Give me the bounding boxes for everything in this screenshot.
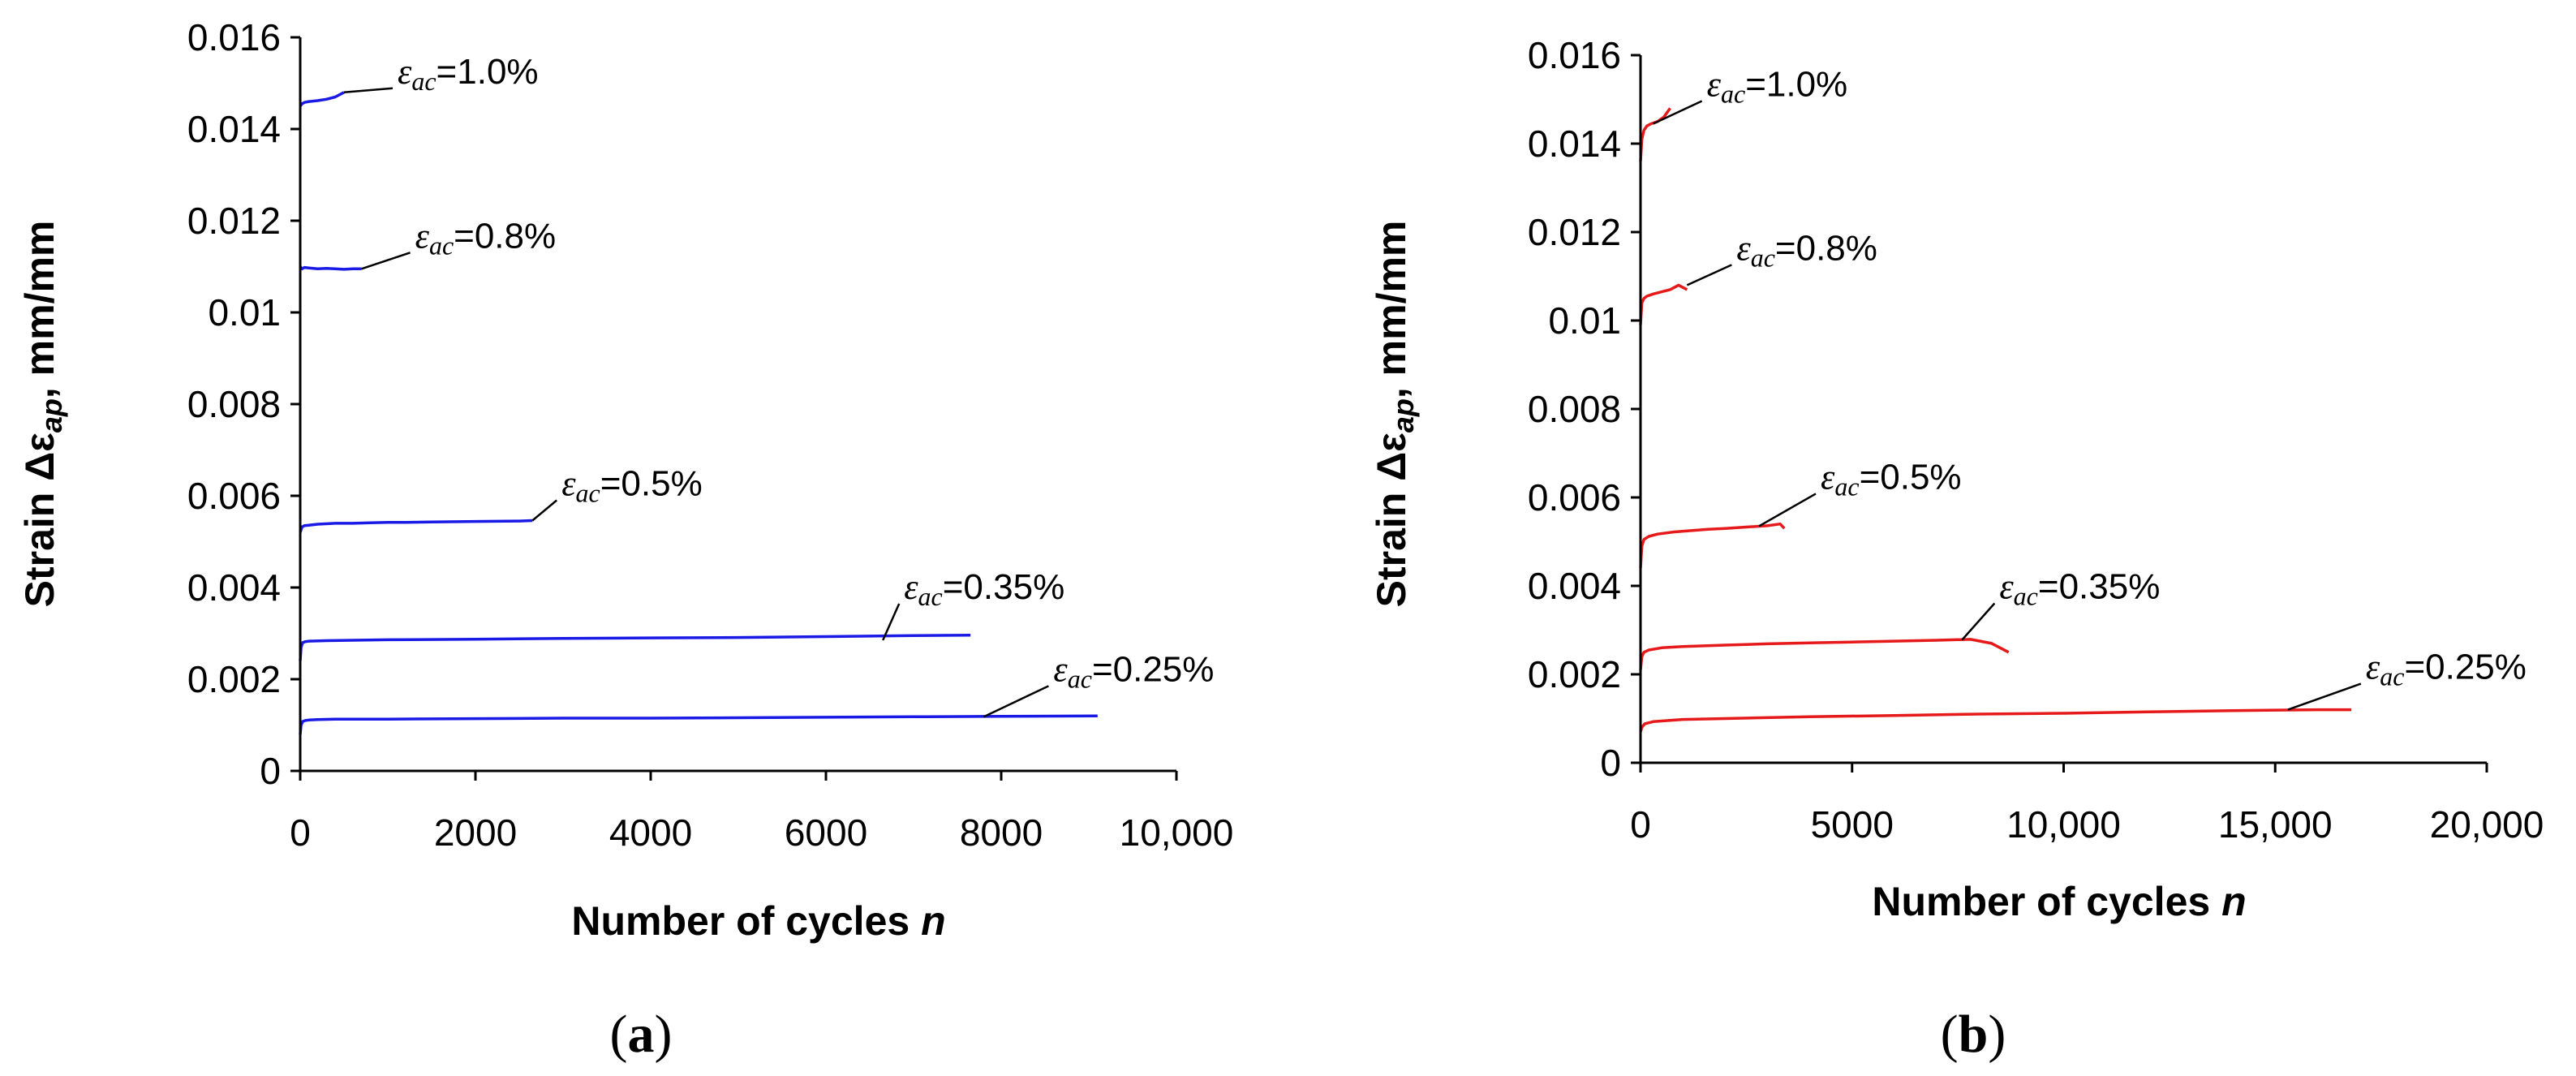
series-label: εac=0.5%	[561, 464, 703, 508]
annotation-leader-line	[1686, 264, 1732, 286]
series-label: εac=0.35%	[904, 567, 1064, 611]
panel-b-label: (b)	[1941, 1005, 2006, 1064]
y-tick-label: 0.008	[1528, 388, 1621, 430]
x-tick-label: 20,000	[2430, 803, 2544, 846]
series-line	[299, 91, 345, 107]
x-tick-label: 2000	[434, 811, 517, 854]
annotation-leader-line	[882, 603, 901, 641]
panel-a-annotations: εac=1.0% εac=0.8% εac=0.5% εac=0.35% εac=0.2…	[343, 52, 1214, 718]
series-line	[1639, 708, 2352, 733]
annotation-leader-line	[361, 252, 411, 270]
series-label: εac=0.35%	[1999, 566, 2160, 610]
series-line	[299, 519, 533, 533]
series-label: εac=0.8%	[415, 216, 557, 260]
series-line	[1639, 522, 1786, 569]
annotation-leader-line	[1961, 602, 1996, 641]
x-tick-label: 8000	[960, 811, 1043, 854]
y-tick-label: 0.016	[187, 16, 281, 58]
y-tick-label: 0.014	[1528, 123, 1621, 165]
y-tick-label: 0.012	[187, 200, 281, 242]
panel-a-label: (a)	[610, 1005, 673, 1064]
x-tick-label: 10,000	[1120, 811, 1234, 854]
y-tick-label: 0.006	[187, 475, 281, 517]
panel-b-y-axis-label: Strain Δεap, mm/mm	[1369, 221, 1420, 608]
x-tick-label: 0	[1630, 803, 1651, 846]
panel-a-x-axis-label: Number of cycles n	[571, 898, 945, 944]
series-label: εac=0.5%	[1821, 457, 1962, 501]
y-tick-label: 0.014	[187, 108, 281, 150]
panel-b-x-ticks: 0 5000 10,000 15,000 20,000	[1630, 763, 2544, 846]
series-label: εac=0.25%	[1053, 649, 1214, 693]
series-label: εac=1.0%	[398, 52, 539, 96]
annotation-leader-line	[1653, 100, 1703, 125]
series-line	[299, 265, 362, 271]
x-tick-label: 0	[290, 811, 311, 854]
series-label: εac=0.8%	[1736, 228, 1877, 272]
panel-a-y-axis-label: Strain Δεap, mm/mm	[17, 221, 68, 608]
series-label: εac=1.0%	[1707, 64, 1848, 108]
y-tick-label: 0.004	[1528, 565, 1621, 607]
y-tick-label: 0.012	[1528, 211, 1621, 253]
y-tick-label: 0.006	[1528, 476, 1621, 519]
series-line	[299, 714, 1098, 734]
x-tick-label: 5000	[1811, 803, 1894, 846]
panel-a-series-layer	[299, 91, 1098, 734]
panel-b-annotations: εac=1.0% εac=0.8% εac=0.5% εac=0.35% εac=0.2…	[1653, 64, 2527, 711]
panel-b-series-layer	[1639, 107, 2352, 733]
annotation-leader-line	[531, 499, 558, 522]
x-tick-label: 6000	[785, 811, 867, 854]
y-tick-label: 0.002	[187, 658, 281, 700]
y-tick-label: 0	[260, 750, 281, 792]
x-tick-label: 15,000	[2218, 803, 2333, 846]
series-line	[299, 634, 971, 661]
y-tick-label: 0.01	[208, 291, 281, 334]
annotation-leader-line	[343, 87, 393, 94]
x-tick-label: 10,000	[2006, 803, 2121, 846]
panel-b-y-ticks: 0 0.002 0.004 0.006 0.008 0.01 0.012 0.014 0.016	[1528, 34, 1641, 784]
series-label: εac=0.25%	[2366, 648, 2527, 691]
series-line	[1639, 638, 2010, 670]
panel-b-x-axis-label: Number of cycles n	[1872, 879, 2246, 924]
y-tick-label: 0	[1600, 742, 1621, 784]
y-tick-label: 0.01	[1548, 299, 1621, 342]
panel-a-x-ticks: 0 2000 4000 6000 8000 10,000	[290, 771, 1233, 854]
annotation-leader-line	[1758, 493, 1817, 527]
panel-a-chart: 0 0.002 0.004 0.006 0.008 0.01 0.012 0.014 0.016…	[17, 16, 1233, 1064]
y-tick-label: 0.008	[187, 383, 281, 425]
panel-b-chart: 0 0.002 0.004 0.006 0.008 0.01 0.012 0.014 0.016…	[1369, 34, 2544, 1064]
annotation-leader-line	[2287, 682, 2362, 711]
y-tick-label: 0.004	[187, 566, 281, 609]
panel-a-y-ticks: 0 0.002 0.004 0.006 0.008 0.01 0.012 0.014 0.016	[187, 16, 300, 792]
x-tick-label: 4000	[609, 811, 692, 854]
series-line	[1639, 107, 1671, 161]
y-tick-label: 0.002	[1528, 653, 1621, 695]
series-line	[1639, 283, 1688, 325]
annotation-leader-line	[983, 685, 1049, 718]
y-tick-label: 0.016	[1528, 34, 1621, 76]
